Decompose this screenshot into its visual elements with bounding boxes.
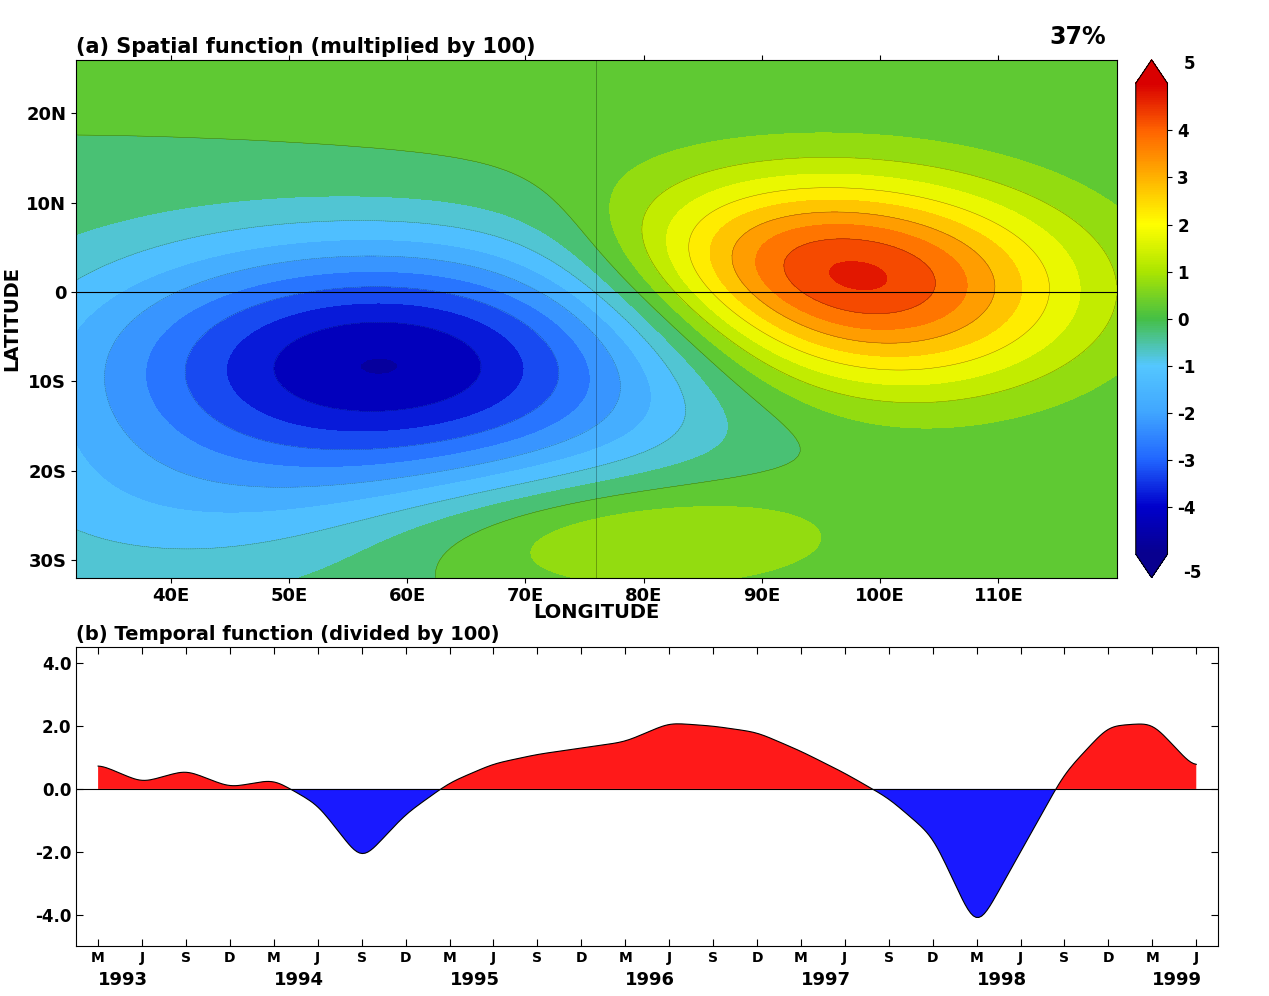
PathPatch shape [1136, 60, 1167, 84]
Text: -5: -5 [1183, 564, 1202, 582]
Text: 1998: 1998 [977, 971, 1027, 989]
Text: 1996: 1996 [626, 971, 675, 989]
Text: LONGITUDE: LONGITUDE [533, 603, 660, 622]
Text: 1994: 1994 [274, 971, 324, 989]
Text: 37%: 37% [1049, 26, 1107, 50]
Text: (a) Spatial function (multiplied by 100): (a) Spatial function (multiplied by 100) [76, 37, 536, 57]
Text: (b) Temporal function (divided by 100): (b) Temporal function (divided by 100) [76, 625, 500, 644]
Text: 1999: 1999 [1152, 971, 1202, 989]
Text: 1997: 1997 [801, 971, 851, 989]
Text: 5: 5 [1183, 56, 1195, 74]
PathPatch shape [1136, 554, 1167, 578]
Text: 1993: 1993 [98, 971, 148, 989]
Y-axis label: LATITUDE: LATITUDE [1, 266, 20, 372]
Text: 1995: 1995 [449, 971, 500, 989]
